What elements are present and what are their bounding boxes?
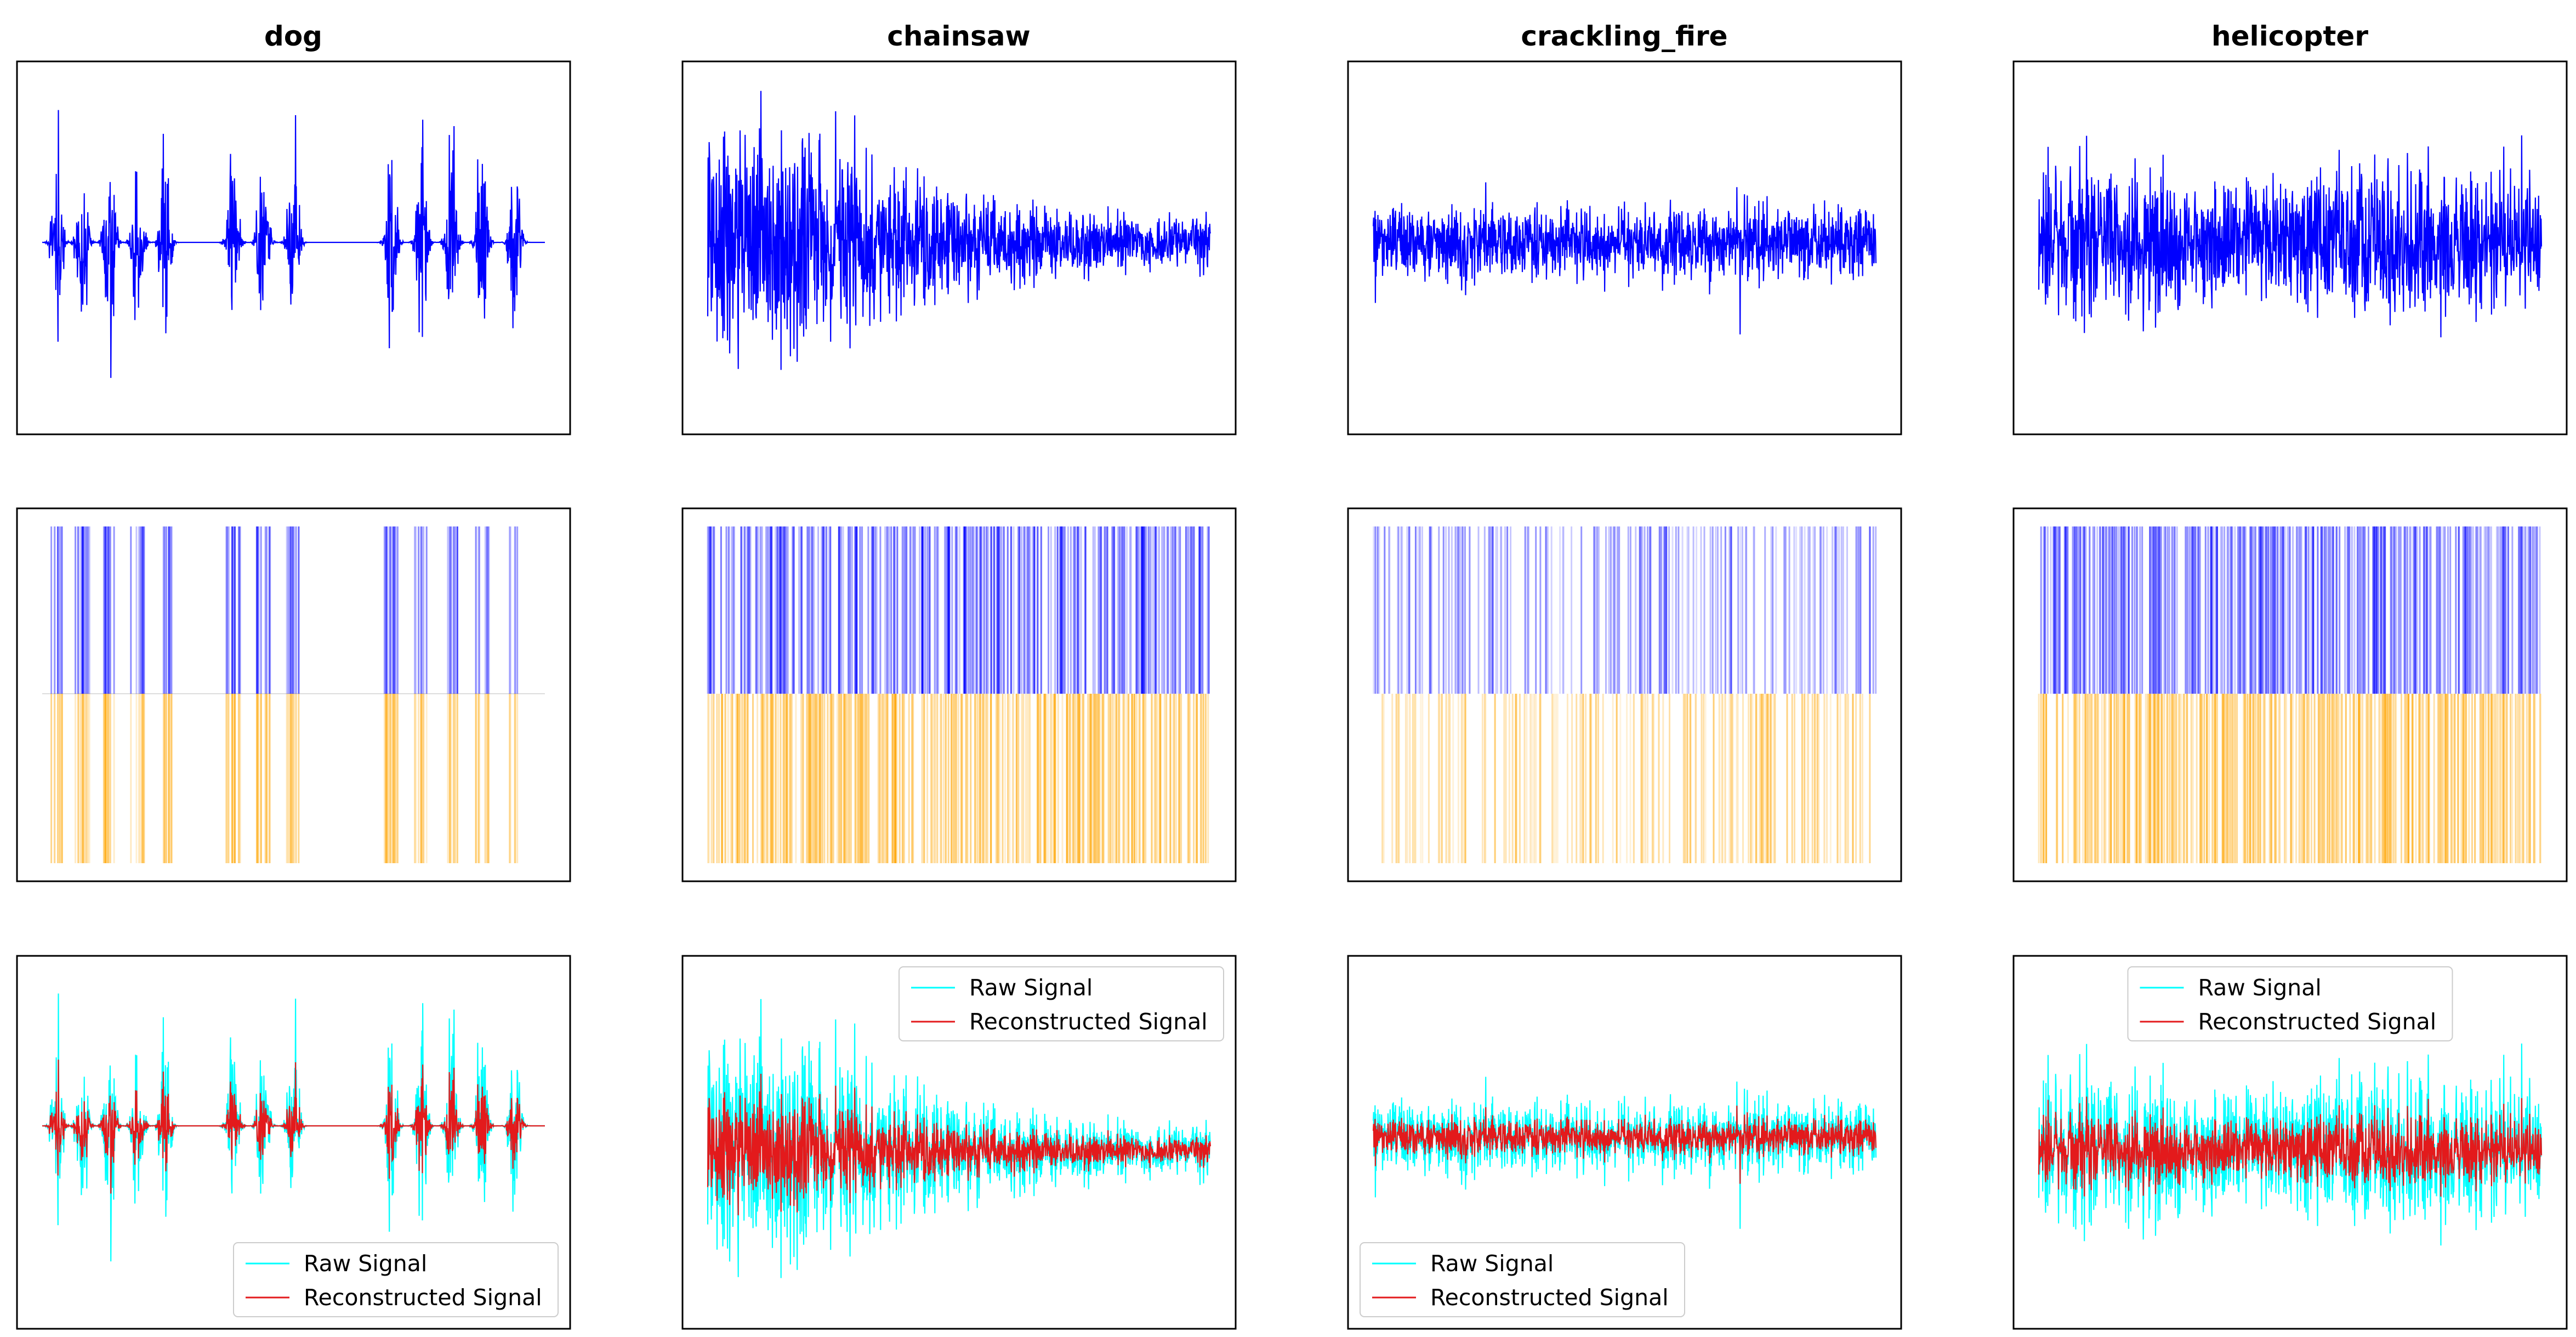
legend-label-raw: Raw Signal: [1430, 1250, 1554, 1277]
panel-frames: [16, 60, 2568, 1330]
legend-box: [2127, 966, 2453, 1041]
panel-frame-r3-chainsaw: [681, 955, 1237, 1330]
legend-label-reconstructed: Reconstructed Signal: [304, 1284, 542, 1311]
legend-crackling_fire: Raw Signal Reconstructed Signal: [1360, 1242, 1685, 1317]
legend-label-reconstructed: Reconstructed Signal: [969, 1009, 1208, 1035]
legend-helicopter: Raw Signal Reconstructed Signal: [2127, 966, 2453, 1041]
reconstructed-signal-helicopter: [2038, 1096, 2543, 1197]
spike-raster-helicopter: [2038, 526, 2541, 863]
spike-raster-chainsaw: [707, 526, 1210, 863]
column-title-crackling-fire: crackling_fire: [1521, 20, 1727, 52]
column-title-chainsaw: chainsaw: [887, 20, 1030, 52]
legend-label-raw: Raw Signal: [304, 1250, 427, 1277]
panel-frame-r3-dog: [16, 955, 571, 1330]
legend-dog: Raw Signal Reconstructed Signal: [233, 1242, 559, 1317]
panel-frame-r2-chainsaw: [681, 507, 1237, 882]
waveform-chainsaw: [707, 90, 1212, 370]
column-title-helicopter: helicopter: [2211, 20, 2368, 52]
raw-signal-crackling_fire: [1372, 1077, 1877, 1229]
column-titles: dog chainsaw crackling_fire helicopter: [264, 20, 2368, 52]
legend-box: [233, 1242, 559, 1317]
column-title-dog: dog: [264, 20, 322, 52]
panel-frame-r3-helicopter: [2012, 955, 2568, 1330]
panel-frame-r2-crackling_fire: [1347, 507, 1902, 882]
reconstructed-signal-crackling_fire: [1372, 1106, 1877, 1184]
reconstructed-signal-dog: [42, 1060, 545, 1194]
waveform-crackling_fire: [1372, 182, 1877, 335]
panel-frame-r2-dog: [16, 507, 571, 882]
panel-frame-r1-helicopter: [2012, 60, 2568, 435]
waveform-helicopter: [2038, 135, 2543, 338]
legend-label-raw: Raw Signal: [969, 975, 1093, 1001]
spike-raster-dog: [42, 526, 545, 863]
panel-frame-r1-crackling_fire: [1347, 60, 1902, 435]
row-raw-waveforms: [42, 90, 2543, 378]
panel-frame-r1-chainsaw: [681, 60, 1237, 435]
legend-chainsaw: Raw Signal Reconstructed Signal: [899, 966, 1224, 1041]
legend-label-reconstructed: Reconstructed Signal: [2198, 1009, 2437, 1035]
legend-box: [1360, 1242, 1685, 1317]
legend-label-reconstructed: Reconstructed Signal: [1430, 1284, 1669, 1311]
row-spike-encodings: [42, 526, 2541, 863]
row-reconstructions: [42, 993, 2543, 1278]
panel-frame-r2-helicopter: [2012, 507, 2568, 882]
spike-raster-crackling_fire: [1373, 526, 1877, 863]
legend-label-raw: Raw Signal: [2198, 975, 2322, 1001]
panel-frame-r1-dog: [16, 60, 571, 435]
panel-frame-r3-crackling_fire: [1347, 955, 1902, 1330]
reconstructed-signal-chainsaw: [707, 1073, 1212, 1216]
waveform-dog: [42, 110, 545, 378]
legend-box: [899, 966, 1224, 1041]
